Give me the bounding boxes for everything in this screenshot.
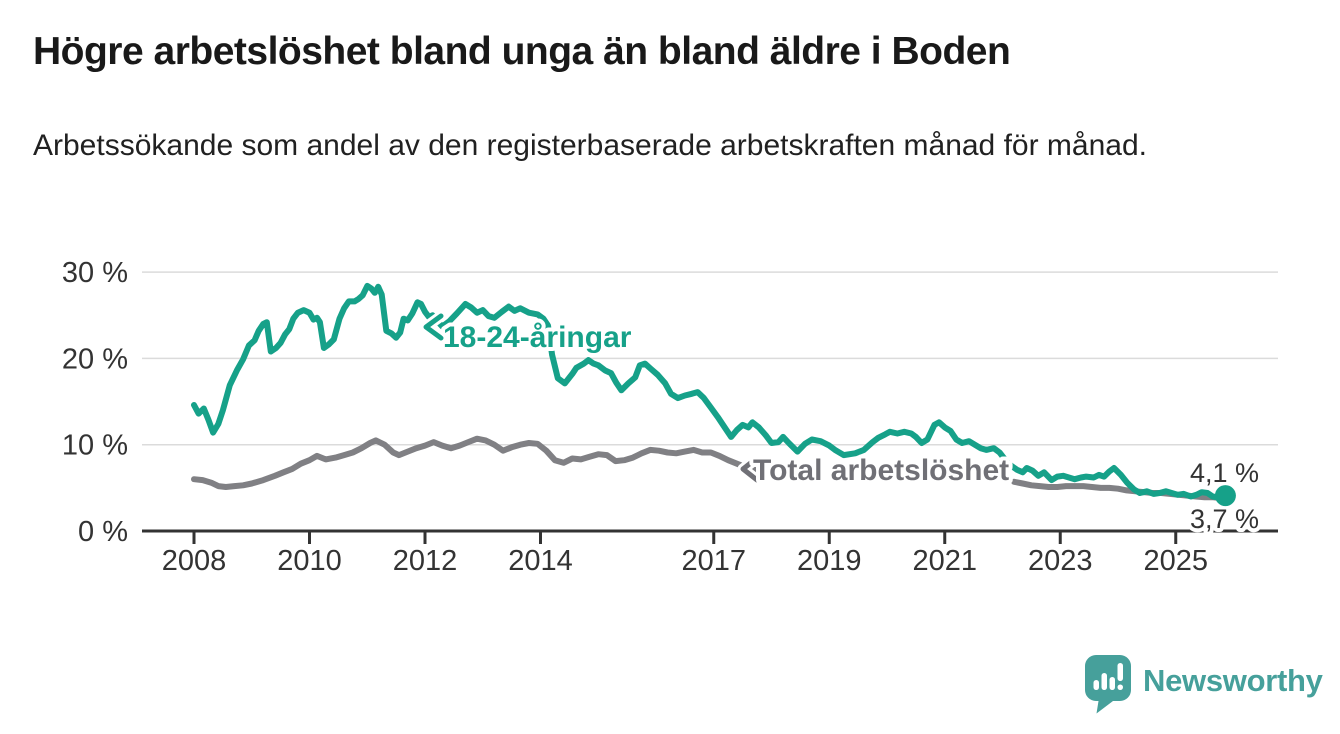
y-tick-label: 20 % <box>62 343 128 375</box>
series-line <box>191 282 1229 501</box>
x-tick-label: 2014 <box>508 545 573 577</box>
exclamation-bar <box>1117 663 1123 681</box>
speech-bubble-bar-chart-icon <box>1085 655 1131 714</box>
y-tick-label: 0 % <box>78 516 128 548</box>
series-label: 18-24-åringar <box>443 321 632 354</box>
x-tick-label: 2008 <box>162 545 227 577</box>
exclamation-dot <box>1117 684 1123 690</box>
newsworthy-logo: Newsworthy <box>1085 655 1323 715</box>
series-end-dot <box>1214 485 1236 507</box>
x-tick-label: 2023 <box>1028 545 1093 577</box>
y-tick-label: 30 % <box>62 257 128 289</box>
series-line <box>191 435 765 490</box>
x-tick-label: 2021 <box>912 545 977 577</box>
x-tick-label: 2012 <box>393 545 458 577</box>
page-subtitle: Arbetssökande som andel av den registerb… <box>33 129 1147 162</box>
series-label: Total arbetslöshet <box>753 454 1009 487</box>
end-value-label: 4,1 % <box>1190 458 1259 488</box>
x-tick-label: 2017 <box>681 545 746 577</box>
series-label-caret <box>740 455 760 483</box>
x-tick-label: 2019 <box>797 545 862 577</box>
series-label-caret <box>423 313 444 341</box>
bar-small <box>1093 680 1099 690</box>
bar-medium <box>1109 677 1115 690</box>
x-tick-label: 2025 <box>1143 545 1208 577</box>
y-tick-label: 10 % <box>62 430 128 462</box>
end-value-label: 3,7 % <box>1190 504 1259 534</box>
page-title: Högre arbetslöshet bland unga än bland ä… <box>33 30 1011 73</box>
x-tick-label: 2010 <box>277 545 342 577</box>
newsworthy-wordmark: Newsworthy <box>1143 663 1323 698</box>
bar-tall <box>1101 673 1107 690</box>
